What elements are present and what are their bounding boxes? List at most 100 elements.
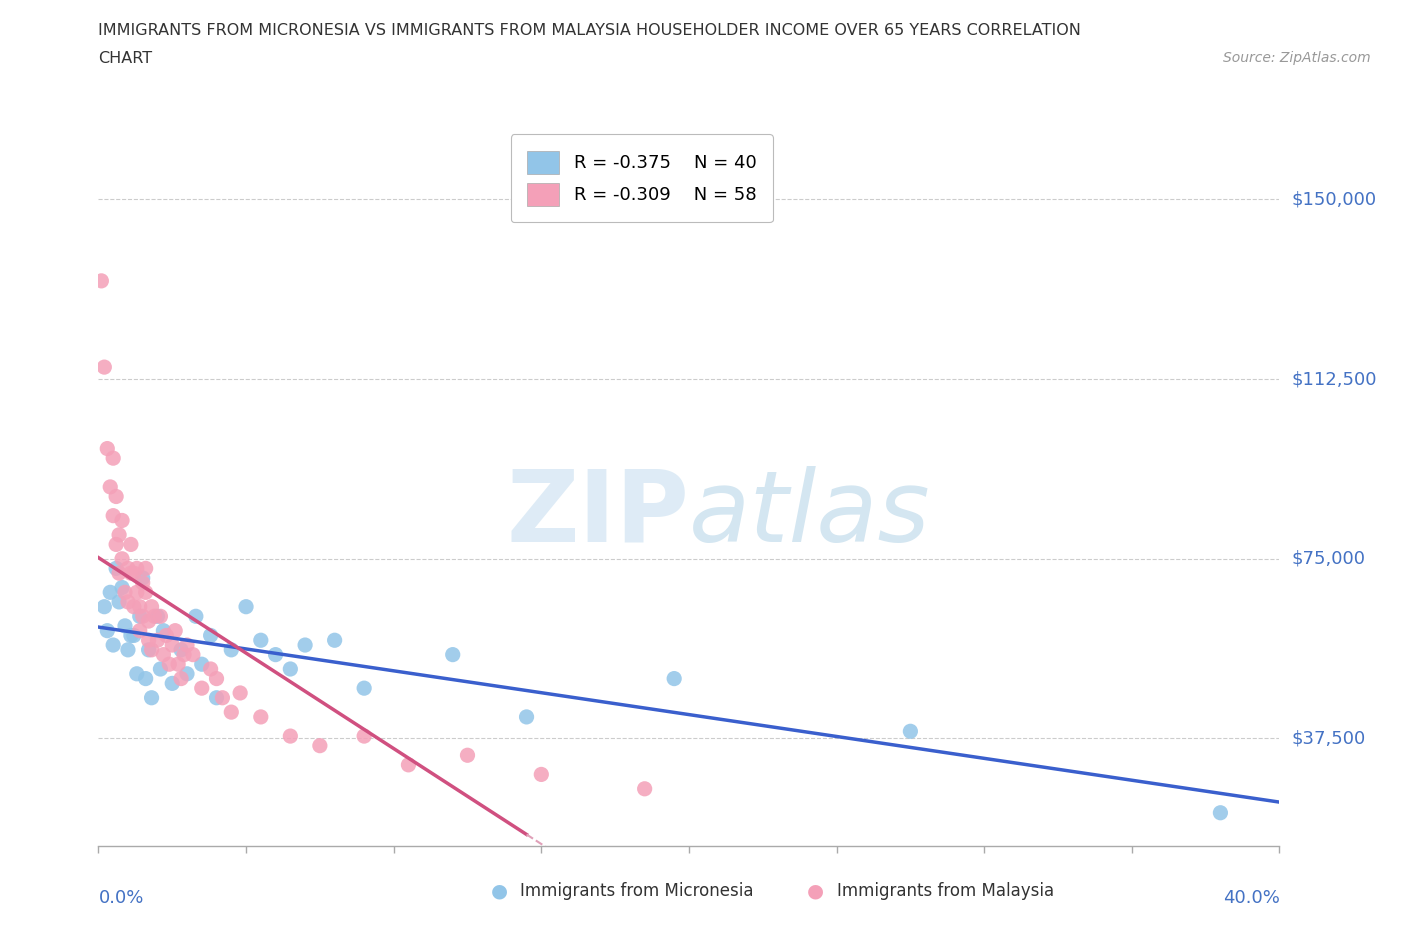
Text: CHART: CHART — [98, 51, 152, 66]
Text: $150,000: $150,000 — [1291, 191, 1376, 208]
Point — [108, 594, 131, 609]
Point — [205, 671, 228, 686]
Point — [141, 643, 163, 658]
Point — [98, 585, 121, 600]
Point — [250, 710, 273, 724]
Point — [294, 638, 316, 653]
Point — [191, 657, 214, 671]
Text: $112,500: $112,500 — [1291, 370, 1376, 388]
Point — [229, 685, 252, 700]
Point — [353, 728, 375, 743]
Legend: R = -0.375    N = 40, R = -0.309    N = 58: R = -0.375 N = 40, R = -0.309 N = 58 — [510, 135, 773, 222]
Point — [323, 632, 346, 647]
Point — [633, 781, 655, 796]
Point — [108, 565, 131, 580]
Text: Immigrants from Malaysia: Immigrants from Malaysia — [837, 882, 1053, 900]
Point — [111, 580, 134, 595]
Text: ●: ● — [807, 882, 824, 900]
Point — [353, 681, 375, 696]
Point — [530, 767, 553, 782]
Point — [125, 585, 148, 600]
Point — [114, 585, 136, 600]
Point — [264, 647, 287, 662]
Point — [132, 570, 155, 585]
Point — [122, 565, 145, 580]
Point — [278, 728, 302, 743]
Point — [152, 647, 174, 662]
Point — [135, 561, 157, 576]
Point — [396, 757, 419, 772]
Point — [149, 661, 172, 676]
Point — [128, 623, 150, 638]
Point — [141, 690, 163, 705]
Point — [111, 551, 134, 566]
Point — [128, 599, 150, 614]
Point — [132, 609, 155, 624]
Point — [117, 643, 139, 658]
Point — [191, 681, 214, 696]
Point — [103, 508, 125, 523]
Point — [103, 638, 125, 653]
Point — [200, 628, 222, 643]
Text: $37,500: $37,500 — [1291, 729, 1365, 748]
Text: Immigrants from Micronesia: Immigrants from Micronesia — [520, 882, 754, 900]
Point — [96, 441, 118, 456]
Point — [135, 671, 157, 686]
Point — [105, 561, 128, 576]
Point — [122, 628, 145, 643]
Point — [211, 690, 233, 705]
Point — [1209, 805, 1232, 820]
Point — [117, 561, 139, 576]
Point — [200, 661, 222, 676]
Point — [120, 537, 142, 551]
Point — [143, 609, 166, 624]
Point — [120, 628, 142, 643]
Text: ZIP: ZIP — [506, 466, 689, 563]
Point — [141, 599, 163, 614]
Point — [103, 451, 125, 466]
Point — [105, 489, 128, 504]
Point — [515, 710, 537, 724]
Point — [170, 671, 193, 686]
Text: $75,000: $75,000 — [1291, 550, 1365, 568]
Text: 40.0%: 40.0% — [1223, 889, 1279, 907]
Point — [93, 599, 115, 614]
Point — [900, 724, 922, 738]
Text: ●: ● — [491, 882, 508, 900]
Point — [149, 609, 172, 624]
Point — [125, 561, 148, 576]
Point — [152, 623, 174, 638]
Point — [114, 618, 136, 633]
Point — [278, 661, 302, 676]
Point — [155, 628, 177, 643]
Point — [128, 609, 150, 624]
Point — [456, 748, 478, 763]
Point — [309, 738, 332, 753]
Point — [93, 360, 115, 375]
Text: 0.0%: 0.0% — [98, 889, 143, 907]
Point — [176, 638, 198, 653]
Point — [98, 480, 121, 495]
Point — [664, 671, 686, 686]
Point — [146, 609, 169, 624]
Point — [117, 594, 139, 609]
Point — [132, 576, 155, 591]
Text: atlas: atlas — [689, 466, 931, 563]
Point — [105, 537, 128, 551]
Point — [90, 273, 112, 288]
Point — [219, 643, 242, 658]
Point — [165, 623, 187, 638]
Point — [181, 647, 204, 662]
Point — [184, 609, 207, 624]
Point — [162, 638, 183, 653]
Point — [138, 643, 160, 658]
Point — [120, 565, 142, 580]
Point — [176, 667, 198, 682]
Point — [170, 643, 193, 658]
Point — [125, 667, 148, 682]
Point — [235, 599, 257, 614]
Point — [138, 632, 160, 647]
Point — [108, 527, 131, 542]
Point — [146, 632, 169, 647]
Point — [138, 614, 160, 629]
